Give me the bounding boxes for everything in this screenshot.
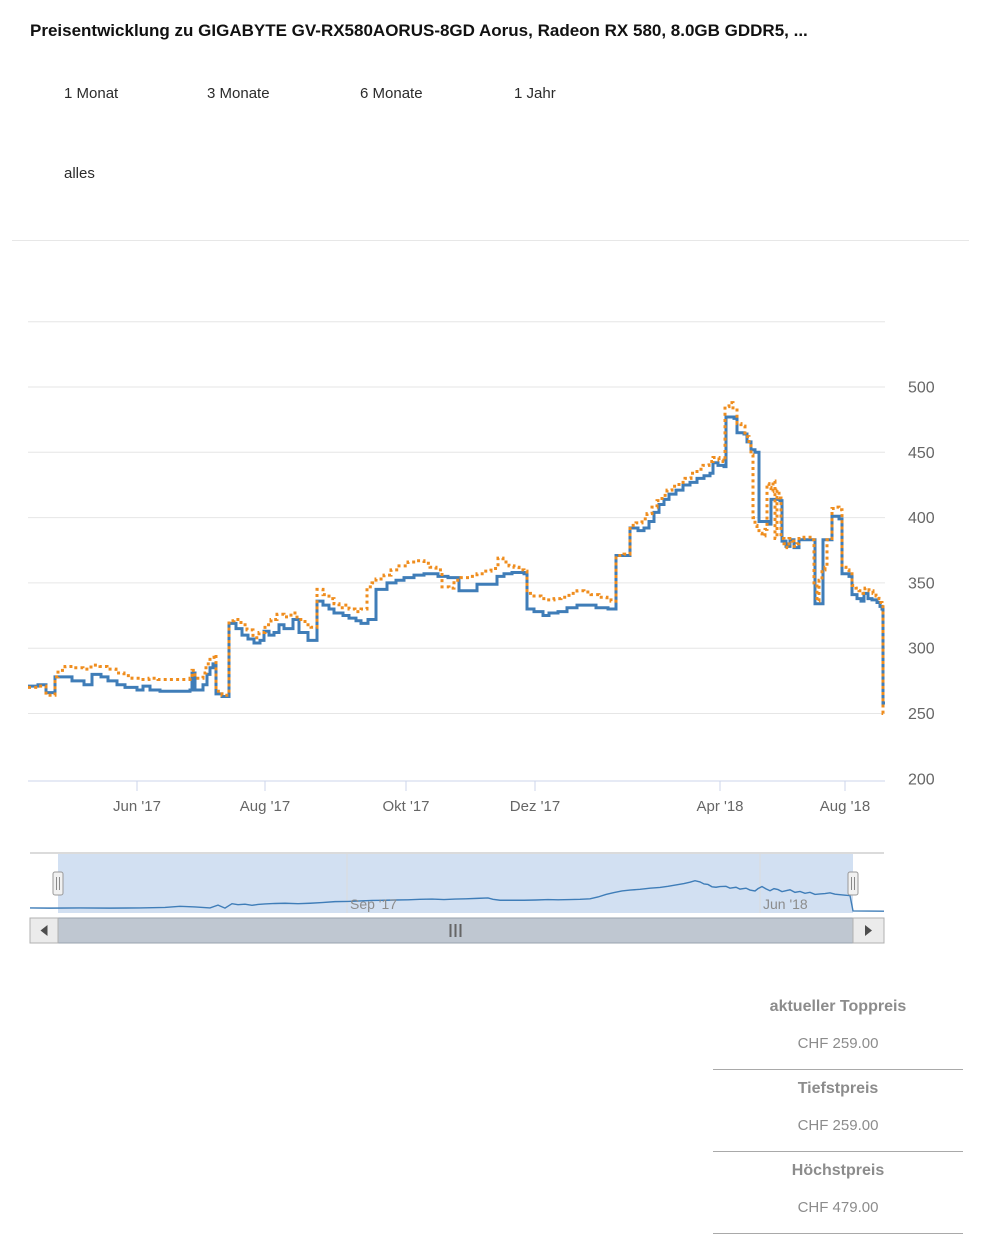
summary-label: aktueller Toppreis bbox=[769, 998, 907, 1015]
x-axis-label: Apr '18 bbox=[696, 798, 743, 815]
y-axis-labels: 500 450 400 350 300 250 200 bbox=[908, 380, 935, 789]
x-axis-label: Aug '18 bbox=[820, 798, 870, 815]
summary-row-tiefstpreis: Tiefstpreis CHF 259.00 bbox=[713, 1070, 963, 1152]
range-button-6-monate[interactable]: 6 Monate bbox=[360, 85, 423, 102]
summary-value: CHF 479.00 bbox=[797, 1199, 879, 1216]
arrow-right-icon bbox=[865, 925, 872, 936]
range-button-1-monat[interactable]: 1 Monat bbox=[64, 85, 119, 102]
handle-body[interactable] bbox=[52, 871, 64, 896]
x-axis-label: Dez '17 bbox=[510, 798, 560, 815]
navigator-axis-labels: Sep '17 Jun '18 bbox=[350, 896, 808, 912]
range-button-1-jahr[interactable]: 1 Jahr bbox=[514, 85, 556, 102]
summary-label: Höchstpreis bbox=[791, 1162, 885, 1179]
y-axis-label: 400 bbox=[908, 510, 935, 527]
x-axis-label: Okt '17 bbox=[382, 798, 429, 815]
navigator-series-line bbox=[29, 880, 885, 912]
summary-row-toppreis: aktueller Toppreis CHF 259.00 bbox=[713, 988, 963, 1070]
y-gridlines bbox=[28, 321, 885, 714]
y-axis-label: 500 bbox=[908, 380, 935, 397]
navigator-axis-label: Sep '17 bbox=[350, 896, 397, 912]
page-title: Preisentwicklung zu GIGABYTE GV-RX580AOR… bbox=[30, 21, 808, 40]
x-axis-label: Jun '17 bbox=[113, 798, 161, 815]
y-axis-label: 350 bbox=[908, 575, 935, 592]
navigator-axis-label: Jun '18 bbox=[763, 896, 808, 912]
navigator-series bbox=[29, 880, 885, 912]
navigator-handle-right[interactable] bbox=[847, 871, 859, 896]
scrollbar-right-button[interactable] bbox=[852, 917, 885, 944]
section-divider bbox=[12, 240, 969, 241]
summary-value: CHF 259.00 bbox=[797, 1035, 879, 1052]
scrollbar-grip-icon bbox=[449, 924, 462, 937]
x-axis-label: Aug '17 bbox=[240, 798, 290, 815]
price-summary-panel: aktueller Toppreis CHF 259.00 Tiefstprei… bbox=[713, 988, 963, 1234]
scrollbar-left-button[interactable] bbox=[29, 917, 59, 944]
range-button-3-monate[interactable]: 3 Monate bbox=[207, 85, 270, 102]
series-orange-dotted bbox=[28, 401, 885, 715]
navigator-handle-left[interactable] bbox=[52, 871, 64, 896]
x-axis-ticks: Jun '17 Aug '17 Okt '17 Dez '17 Apr '18 Aug '… bbox=[113, 781, 870, 815]
summary-value: CHF 259.00 bbox=[797, 1117, 879, 1134]
y-axis-label: 300 bbox=[908, 641, 935, 658]
price-series bbox=[28, 401, 885, 715]
range-button-alles[interactable]: alles bbox=[64, 165, 95, 182]
series-blue-solid bbox=[28, 415, 885, 705]
arrow-left-icon bbox=[40, 925, 48, 936]
summary-row-hoechstpreis: Höchstpreis CHF 479.00 bbox=[713, 1152, 963, 1234]
summary-label: Tiefstpreis bbox=[797, 1080, 879, 1097]
navigator-gridlines bbox=[346, 854, 761, 913]
y-axis-label: 200 bbox=[908, 771, 935, 788]
handle-body[interactable] bbox=[847, 871, 859, 896]
y-axis-label: 250 bbox=[908, 706, 935, 723]
y-axis-label: 450 bbox=[908, 445, 935, 462]
navigator-mask[interactable] bbox=[58, 854, 853, 913]
